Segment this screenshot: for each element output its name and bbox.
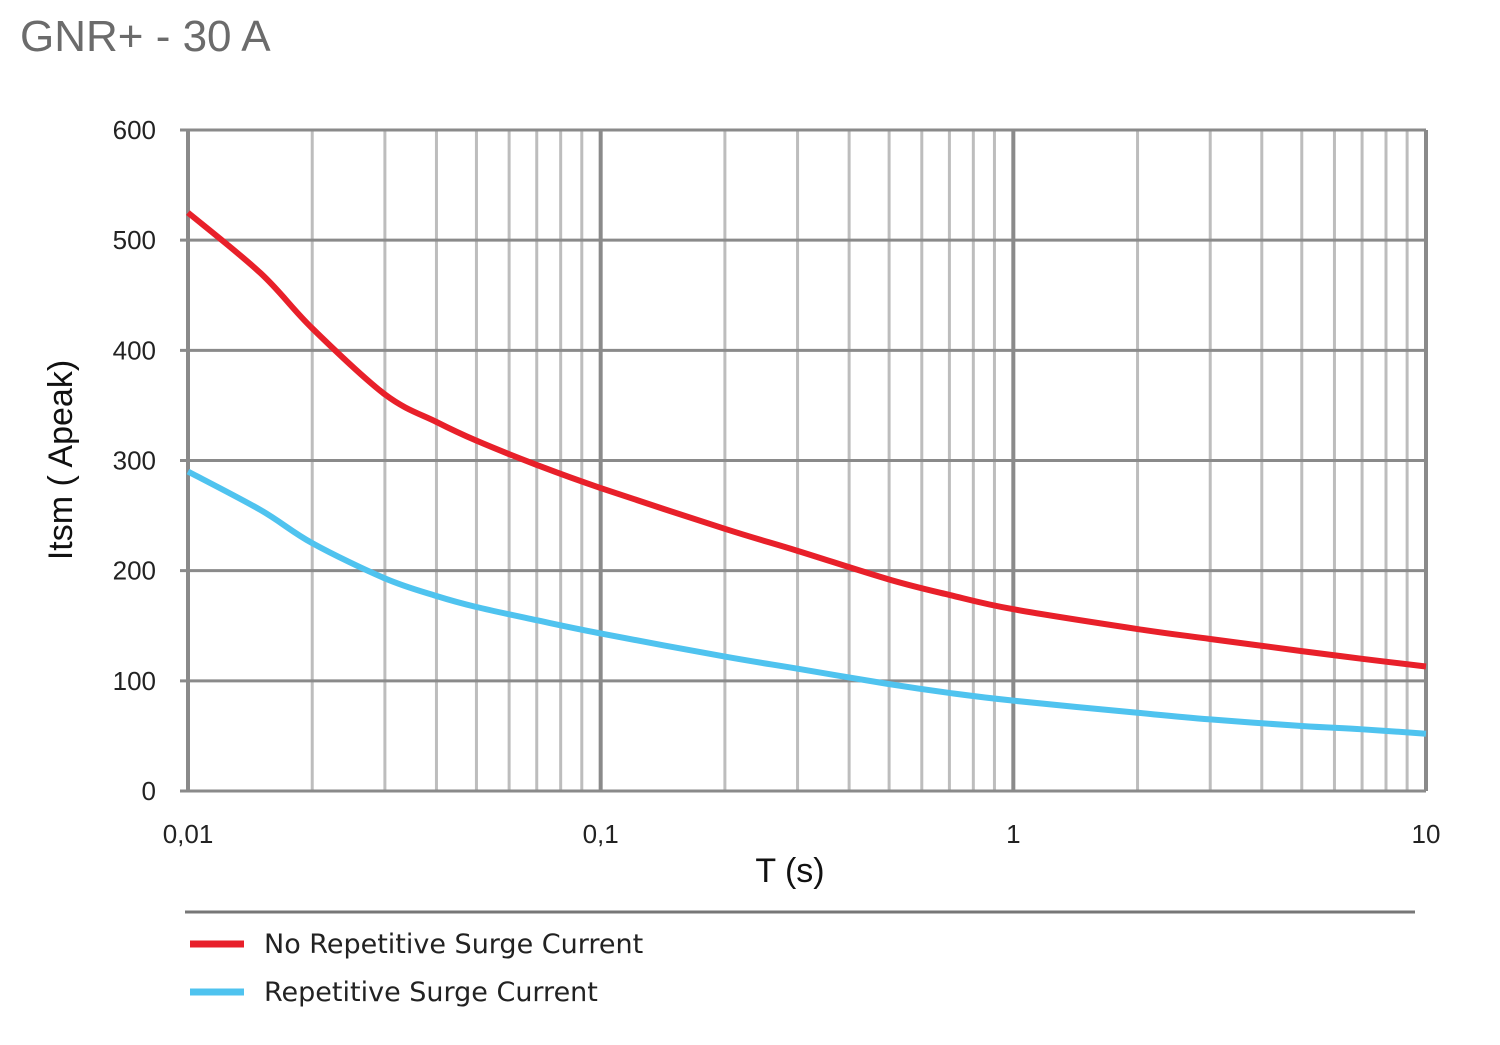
y-tick-label: 200 (113, 556, 156, 586)
legend-label: Repetitive Surge Current (264, 977, 598, 1008)
y-tick-label: 0 (142, 776, 156, 806)
x-axis-ticks: 0,01 0,1 1 10 (163, 819, 1441, 849)
series-lines (186, 210, 1427, 737)
y-axis-title: Itsm ( Apeak) (42, 360, 80, 560)
x-tick-label: 1 (1006, 819, 1020, 849)
legend-label: No Repetitive Surge Current (264, 929, 643, 960)
y-axis-ticks: 0 100 200 300 400 500 600 (113, 115, 156, 806)
y-tick-label: 500 (113, 225, 156, 255)
y-tick-label: 600 (113, 115, 156, 145)
y-tick-label: 300 (113, 446, 156, 476)
y-tick-label: 400 (113, 335, 156, 365)
chart-title: GNR+ - 30 A (20, 12, 271, 61)
x-tick-label: 0,01 (163, 819, 214, 849)
grid (180, 128, 1428, 793)
x-axis-title: T (s) (755, 852, 824, 890)
x-tick-label: 10 (1412, 819, 1441, 849)
y-tick-label: 100 (113, 666, 156, 696)
series-line-repetitive (186, 468, 1427, 737)
legend: No Repetitive Surge Current Repetitive Su… (190, 929, 643, 1008)
series-line-no-repetitive (186, 210, 1427, 670)
x-tick-label: 0,1 (583, 819, 619, 849)
